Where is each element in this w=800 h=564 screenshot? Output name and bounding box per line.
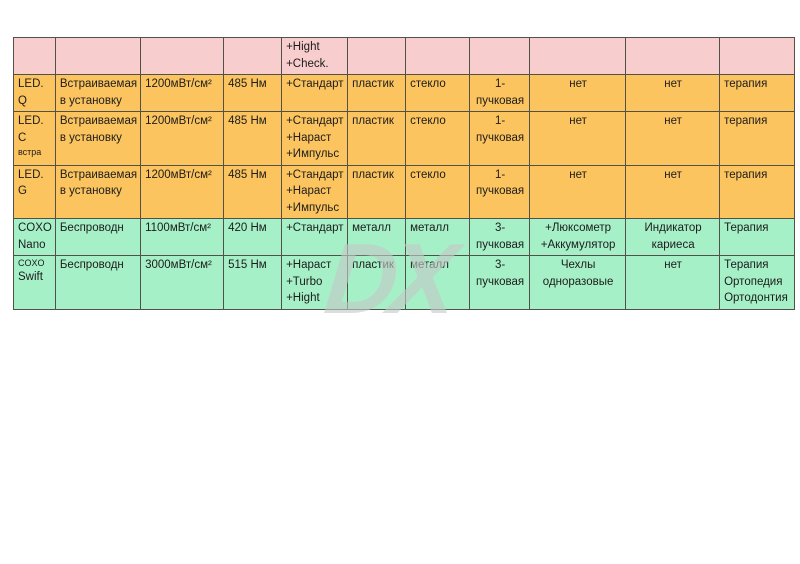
comparison-table: +Hight +Check. LED. Q Встраиваемая в устано… [13,37,796,310]
table-cell: стекло [405,111,471,166]
table-cell: терапия [719,164,796,219]
table-cell: терапия [719,74,796,112]
table-cell: 485 Нм [223,74,283,112]
table-cell [405,37,471,75]
table-cell [469,37,531,75]
table-cell: 1- пучковая [469,74,531,112]
table-cell: +Стандарт [281,74,349,112]
table-cell: Встраиваемая в установку [54,164,142,219]
table-cell: 485 Нм [223,164,283,219]
model-line: LED. [18,168,44,181]
table-cell: 1200мВт/см² [140,74,225,112]
table-cell: пластик [347,74,407,112]
table-cell: нет [625,164,721,219]
table-cell: нет [529,74,627,112]
table-cell: Индикатор кариеса [625,218,721,256]
table-cell: пластик [347,255,407,310]
table-cell: пластик [347,111,407,166]
table-body: +Hight +Check. LED. Q Встраиваемая в устано… [13,37,796,310]
table-cell: металл [405,255,471,310]
table-cell: +Стандарт +Нараст +Импульс [281,111,349,166]
table-cell: +Стандарт [281,218,349,256]
table-cell: 3000мВт/см² [140,255,225,310]
model-line: COXO [18,258,45,268]
table-cell [223,37,283,75]
model-line: LED. [18,115,44,127]
table-cell: +Нараст +Turbo +Hight [281,255,349,310]
model-cell: COXO Swift [13,255,56,310]
table-cell: стекло [405,74,471,112]
model-line: LED. [18,78,44,90]
table-cell [140,37,225,75]
table-cell: 1100мВт/см² [140,218,225,256]
table-cell [347,37,407,75]
table-cell: Беспроводн [54,218,142,256]
table-row: LED. G Встраиваемая в установку 1200мВт/см²… [13,164,796,219]
table-cell: стекло [405,164,471,219]
table-row: +Hight +Check. [13,37,796,75]
table-cell: Беспроводн [54,255,142,310]
model-cell: COXO Nano [13,218,56,256]
table-cell: Встраиваемая в установку [54,111,142,166]
table-cell: Встраиваемая в установку [54,74,142,112]
model-line: Nano [18,238,46,251]
table-cell: Чехлы одноразовые [529,255,627,310]
table-cell: нет [529,164,627,219]
model-cell [13,37,56,75]
table-cell: 420 Нм [223,218,283,256]
table-cell: +Люксометр +Аккумулятор [529,218,627,256]
table-cell: нет [529,111,627,166]
table-cell: 3- пучковая [469,218,531,256]
table-cell: нет [625,74,721,112]
model-line: Q [18,94,27,107]
table-cell: пластик [347,164,407,219]
model-line: COXO [18,222,52,234]
table-cell: терапия [719,111,796,166]
table-cell: 1200мВт/см² [140,111,225,166]
table-cell: 1- пучковая [469,111,531,166]
table-cell: +Стандарт +Нараст +Импульс [281,164,349,219]
table-cell: металл [347,218,407,256]
model-cell: LED. G [13,164,56,219]
table-cell: 3- пучковая [469,255,531,310]
table-cell [54,37,142,75]
table-cell [529,37,627,75]
model-line: G [18,185,27,197]
table-cell: 1- пучковая [469,164,531,219]
table-cell: нет [625,255,721,310]
table-cell: 485 Нм [223,111,283,166]
table-cell: нет [625,111,721,166]
table-cell: 1200мВт/см² [140,164,225,219]
table-cell: 515 Нм [223,255,283,310]
model-line: Swift [18,271,43,283]
table-cell: Терапия [719,218,796,256]
table-cell: металл [405,218,471,256]
table-cell [719,37,796,75]
model-cell: LED. Q [13,74,56,112]
table-cell: +Hight +Check. [281,37,349,75]
table-cell [625,37,721,75]
table-row: LED. Q Встраиваемая в установку 1200мВт/см²… [13,74,796,112]
table-row: COXO Swift Беспроводн 3000мВт/см² 515 Нм +Нар… [13,255,796,310]
model-line: C [18,131,27,144]
table-row: COXO Nano Беспроводн 1100мВт/см² 420 Нм +Стан… [13,218,796,256]
table-cell: Терапия Ортопедия Ортодонтия [719,255,796,310]
model-line: встра [18,147,42,157]
